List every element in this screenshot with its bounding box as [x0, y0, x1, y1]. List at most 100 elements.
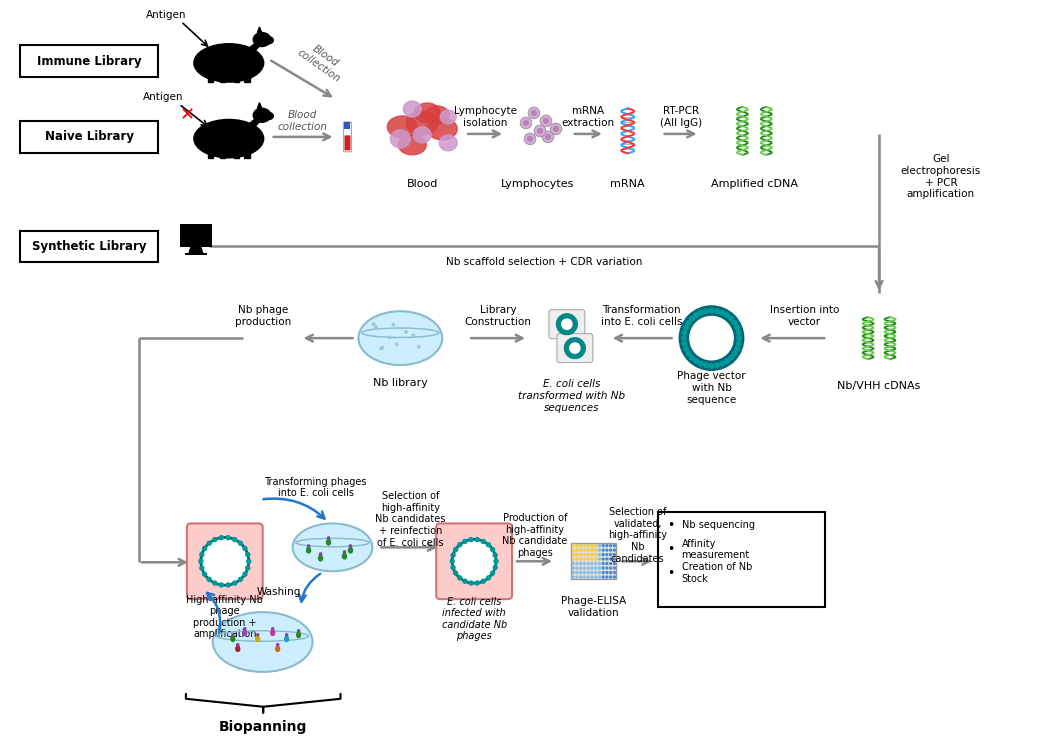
Circle shape: [603, 576, 604, 578]
Circle shape: [613, 576, 615, 578]
Circle shape: [603, 571, 604, 574]
Circle shape: [591, 549, 593, 551]
Ellipse shape: [254, 108, 270, 122]
Circle shape: [603, 545, 604, 547]
Text: Nb scaffold selection + CDR variation: Nb scaffold selection + CDR variation: [445, 257, 642, 268]
Ellipse shape: [297, 632, 301, 637]
Text: Transformation
into E. coli cells: Transformation into E. coli cells: [601, 305, 682, 327]
Circle shape: [587, 545, 589, 547]
Circle shape: [576, 558, 577, 560]
Circle shape: [580, 558, 582, 560]
Circle shape: [470, 538, 473, 542]
Bar: [208, 138, 213, 158]
Circle shape: [733, 351, 737, 356]
Ellipse shape: [327, 540, 330, 545]
Circle shape: [591, 562, 593, 565]
Ellipse shape: [398, 135, 427, 155]
Polygon shape: [327, 539, 329, 540]
Circle shape: [598, 545, 601, 547]
Polygon shape: [248, 42, 262, 52]
Circle shape: [610, 558, 612, 560]
Circle shape: [598, 571, 601, 574]
Circle shape: [566, 314, 570, 318]
Circle shape: [595, 549, 596, 551]
Circle shape: [520, 117, 531, 129]
Circle shape: [576, 567, 577, 569]
Circle shape: [201, 537, 248, 585]
Circle shape: [584, 567, 586, 569]
Circle shape: [735, 325, 739, 330]
Circle shape: [576, 545, 577, 547]
Ellipse shape: [413, 127, 431, 143]
Polygon shape: [271, 629, 274, 631]
Circle shape: [534, 125, 546, 137]
Bar: [345, 122, 350, 129]
Circle shape: [481, 539, 485, 543]
Circle shape: [481, 579, 485, 583]
Text: Gel
electrophoresis
+ PCR
amplification: Gel electrophoresis + PCR amplification: [901, 154, 981, 199]
Circle shape: [603, 554, 604, 556]
Circle shape: [580, 342, 584, 346]
Circle shape: [571, 355, 575, 358]
Circle shape: [556, 320, 561, 324]
Circle shape: [610, 562, 612, 565]
Ellipse shape: [231, 637, 235, 642]
Circle shape: [213, 538, 217, 542]
Text: Nb/VHH cDNAs: Nb/VHH cDNAs: [837, 381, 921, 391]
Circle shape: [574, 337, 578, 342]
Circle shape: [286, 634, 287, 636]
Circle shape: [226, 583, 231, 587]
Text: Lymphocytes: Lymphocytes: [501, 179, 574, 188]
Circle shape: [574, 355, 578, 358]
Circle shape: [570, 316, 574, 320]
Ellipse shape: [343, 554, 347, 559]
Ellipse shape: [439, 135, 457, 151]
Circle shape: [584, 576, 586, 578]
Circle shape: [606, 567, 608, 569]
Circle shape: [576, 571, 577, 574]
Circle shape: [598, 554, 601, 556]
Circle shape: [572, 567, 574, 569]
Circle shape: [475, 581, 479, 585]
Ellipse shape: [348, 548, 352, 553]
Text: Antigen: Antigen: [146, 10, 187, 20]
Circle shape: [576, 562, 577, 565]
FancyBboxPatch shape: [344, 122, 351, 152]
Text: Amplified cDNA: Amplified cDNA: [711, 179, 798, 188]
Circle shape: [570, 328, 574, 333]
Circle shape: [580, 567, 582, 569]
Ellipse shape: [194, 43, 264, 82]
Circle shape: [572, 327, 576, 331]
Text: E. coli cells
transformed with Nb
sequences: E. coli cells transformed with Nb sequen…: [519, 379, 626, 412]
Circle shape: [580, 571, 582, 574]
Circle shape: [598, 558, 601, 560]
Circle shape: [494, 553, 497, 557]
Circle shape: [576, 576, 577, 578]
Circle shape: [603, 567, 604, 569]
Circle shape: [728, 355, 734, 360]
Circle shape: [587, 576, 589, 578]
Circle shape: [568, 314, 572, 319]
Circle shape: [277, 644, 279, 646]
Ellipse shape: [292, 524, 372, 571]
FancyBboxPatch shape: [436, 524, 512, 599]
Ellipse shape: [425, 106, 450, 124]
Circle shape: [571, 337, 575, 342]
Circle shape: [558, 318, 562, 322]
Circle shape: [704, 309, 708, 313]
Circle shape: [470, 581, 473, 585]
Ellipse shape: [306, 548, 310, 553]
Circle shape: [603, 549, 604, 551]
Circle shape: [591, 558, 593, 560]
FancyBboxPatch shape: [345, 135, 350, 150]
Circle shape: [595, 567, 596, 569]
Circle shape: [573, 322, 577, 326]
Circle shape: [610, 554, 612, 556]
Circle shape: [226, 536, 231, 539]
Circle shape: [523, 120, 529, 126]
Circle shape: [494, 565, 497, 569]
Circle shape: [271, 628, 274, 630]
Circle shape: [542, 131, 553, 143]
Circle shape: [715, 309, 719, 313]
Circle shape: [458, 543, 462, 547]
